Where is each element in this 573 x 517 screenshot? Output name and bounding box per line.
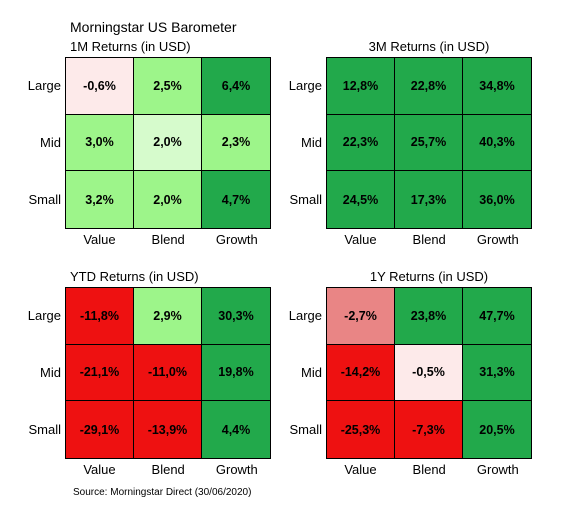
- column-label: Value: [83, 232, 116, 247]
- heatmap-cell: 30,3%: [202, 288, 270, 345]
- heatmap-cell: 34,8%: [463, 58, 531, 115]
- heatmap-cell: 24,5%: [327, 171, 395, 228]
- main-title: Morningstar US Barometer: [70, 19, 237, 35]
- row-label: Small: [289, 422, 322, 438]
- heatmap-grid: -2,7% 23,8% 47,7% -14,2% -0,5% 31,3% -25,3% -7,…: [326, 287, 532, 459]
- heatmap-cell: -29,1%: [66, 401, 134, 458]
- column-label: Value: [83, 462, 116, 477]
- heatmap-cell: -7,3%: [395, 401, 463, 458]
- row-label: Mid: [40, 365, 61, 380]
- row-label: Large: [27, 307, 61, 323]
- heatmap-cell: 2,0%: [134, 114, 202, 172]
- heatmap-cell: -13,9%: [134, 401, 202, 458]
- column-label: Blend: [151, 462, 185, 477]
- column-label: Blend: [151, 232, 185, 247]
- heatmap-grid: -11,8% 2,9% 30,3% -21,1% -11,0% 19,8% -29,1% -1…: [65, 287, 271, 459]
- heatmap-cell: 47,7%: [463, 288, 531, 345]
- column-label: Growth: [476, 462, 519, 477]
- heatmap-cell: 6,4%: [202, 58, 270, 115]
- column-label: Growth: [215, 232, 258, 247]
- heatmap-cell: 20,5%: [463, 401, 531, 458]
- heatmap-cell: -2,7%: [327, 288, 395, 345]
- row-label: Mid: [301, 135, 322, 150]
- row-label: Small: [289, 192, 322, 208]
- row-label: Large: [288, 307, 322, 323]
- column-label: Growth: [215, 462, 258, 477]
- heatmap-cell: -0,5%: [395, 344, 463, 402]
- heatmap-cell: 19,8%: [202, 344, 270, 402]
- source-note: Source: Morningstar Direct (30/06/2020): [73, 487, 252, 498]
- heatmap-cell: -21,1%: [66, 344, 134, 402]
- heatmap-cell: -14,2%: [327, 344, 395, 402]
- heatmap-cell: 4,4%: [202, 401, 270, 458]
- panel-title: 1M Returns (in USD): [70, 39, 191, 54]
- heatmap-cell: 40,3%: [463, 114, 531, 172]
- row-label: Large: [288, 77, 322, 93]
- row-label: Mid: [301, 365, 322, 380]
- heatmap-cell: 4,7%: [202, 171, 270, 228]
- heatmap-cell: -25,3%: [327, 401, 395, 458]
- heatmap-cell: 17,3%: [395, 171, 463, 228]
- heatmap-cell: 3,2%: [66, 171, 134, 228]
- heatmap-cell: 2,9%: [134, 288, 202, 345]
- heatmap-cell: 3,0%: [66, 114, 134, 172]
- heatmap-cell: 2,0%: [134, 171, 202, 228]
- column-label: Value: [344, 462, 377, 477]
- panel-title: YTD Returns (in USD): [70, 269, 199, 284]
- row-label: Large: [27, 77, 61, 93]
- column-label: Value: [344, 232, 377, 247]
- heatmap-cell: 25,7%: [395, 114, 463, 172]
- heatmap-cell: -11,0%: [134, 344, 202, 402]
- heatmap-cell: 2,3%: [202, 114, 270, 172]
- column-label: Growth: [476, 232, 519, 247]
- heatmap-cell: -11,8%: [66, 288, 134, 345]
- heatmap-cell: 22,8%: [395, 58, 463, 115]
- heatmap-cell: 2,5%: [134, 58, 202, 115]
- heatmap-grid: -0,6% 2,5% 6,4% 3,0% 2,0% 2,3% 3,2% 2,0% 4,7%: [65, 57, 271, 229]
- panel-title: 3M Returns (in USD): [368, 39, 490, 54]
- heatmap-grid: 12,8% 22,8% 34,8% 22,3% 25,7% 40,3% 24,5% 17,3%…: [326, 57, 532, 229]
- column-label: Blend: [412, 462, 446, 477]
- row-label: Mid: [40, 135, 61, 150]
- row-label: Small: [28, 192, 61, 208]
- row-label: Small: [28, 422, 61, 438]
- heatmap-cell: 31,3%: [463, 344, 531, 402]
- heatmap-cell: 36,0%: [463, 171, 531, 228]
- column-label: Blend: [412, 232, 446, 247]
- heatmap-cell: 12,8%: [327, 58, 395, 115]
- heatmap-cell: -0,6%: [66, 58, 134, 115]
- heatmap-cell: 23,8%: [395, 288, 463, 345]
- panel-title: 1Y Returns (in USD): [369, 269, 489, 284]
- heatmap-cell: 22,3%: [327, 114, 395, 172]
